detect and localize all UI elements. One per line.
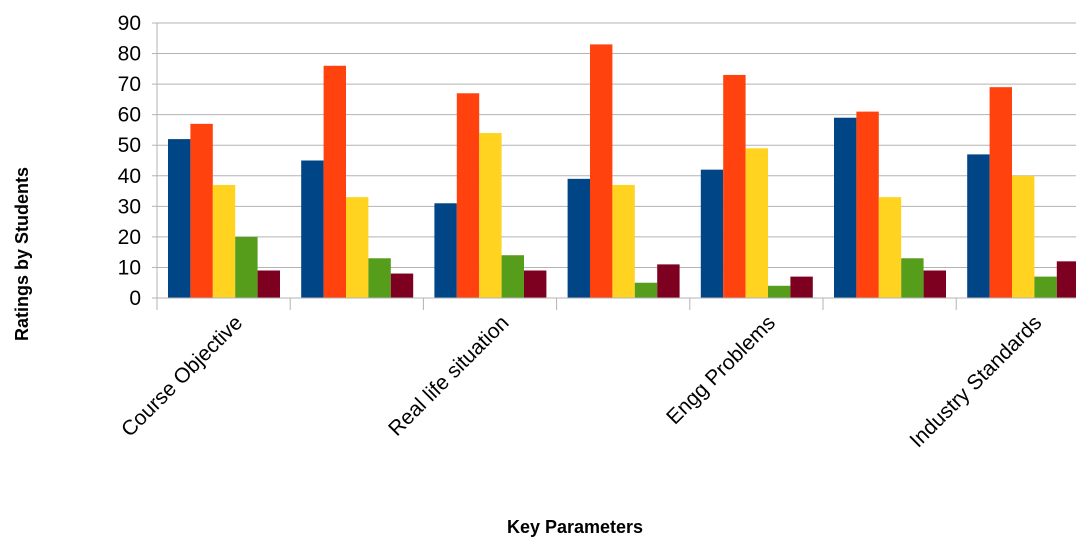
x-tick-label: Course Objective xyxy=(117,311,247,441)
bar-series2-cat2 xyxy=(323,65,346,299)
bar-series5-cat4 xyxy=(657,264,680,298)
x-axis-title: Key Parameters xyxy=(507,517,643,537)
bar-series2-cat4 xyxy=(590,44,613,299)
y-tick-labels: 0 10 20 30 40 50 60 70 80 90 xyxy=(118,12,141,310)
x-tick-label: Engg Problems xyxy=(662,311,780,429)
x-tick-label: Real life situation xyxy=(384,311,513,440)
y-tick-label: 40 xyxy=(118,165,141,188)
bar-series4-cat7 xyxy=(1034,276,1057,298)
y-tick-label: 30 xyxy=(118,195,141,218)
bar-series2-cat3 xyxy=(456,93,480,299)
bars xyxy=(168,44,1076,299)
y-tick-label: 80 xyxy=(118,43,141,66)
bar-series2-cat7 xyxy=(989,87,1012,299)
y-tick-label: 0 xyxy=(129,287,141,310)
bar-series4-cat4 xyxy=(634,282,658,298)
y-tick-label: 60 xyxy=(118,104,141,127)
bar-series2-cat6 xyxy=(856,111,879,298)
y-tick-label: 90 xyxy=(118,12,141,35)
x-tick-labels: Course Objective Real life situation Engg … xyxy=(117,311,1046,452)
y-axis-title: Ratings by Students xyxy=(12,167,32,341)
bar-series2-cat1 xyxy=(190,123,213,298)
bar-series4-cat1 xyxy=(235,236,258,298)
bar-series1-cat7 xyxy=(967,154,990,298)
bar-series5-cat6 xyxy=(923,270,946,298)
bar-series5-cat3 xyxy=(524,270,547,298)
bar-series1-cat6 xyxy=(834,117,857,298)
bar-series5-cat5 xyxy=(790,276,813,298)
bar-series1-cat1 xyxy=(168,139,191,298)
bar-series1-cat2 xyxy=(301,160,324,298)
bar-series3-cat4 xyxy=(612,184,635,298)
bar-series3-cat7 xyxy=(1012,175,1035,298)
bar-series3-cat6 xyxy=(878,197,902,298)
y-tick-label: 20 xyxy=(118,226,141,249)
y-tick-label: 10 xyxy=(118,256,141,279)
y-tick-label: 50 xyxy=(118,134,141,157)
bar-series3-cat3 xyxy=(479,133,502,298)
bar-series5-cat1 xyxy=(257,270,280,298)
x-tick-label: Industry Standards xyxy=(905,311,1046,452)
bar-series5-cat2 xyxy=(390,273,414,298)
bar-series1-cat3 xyxy=(434,203,457,298)
bar-series3-cat1 xyxy=(212,184,236,298)
bar-series1-cat5 xyxy=(700,169,724,298)
bar-series4-cat5 xyxy=(768,285,791,298)
bar-series3-cat2 xyxy=(346,197,369,298)
bar-series2-cat5 xyxy=(723,74,746,298)
bar-series3-cat5 xyxy=(745,148,768,298)
bar-series4-cat3 xyxy=(501,255,524,298)
bar-series1-cat4 xyxy=(567,178,590,298)
axes xyxy=(152,22,1076,310)
bar-series4-cat6 xyxy=(901,258,924,298)
bar-series5-cat7 xyxy=(1056,261,1076,298)
bar-series4-cat2 xyxy=(368,258,391,298)
y-tick-label: 70 xyxy=(118,73,141,96)
